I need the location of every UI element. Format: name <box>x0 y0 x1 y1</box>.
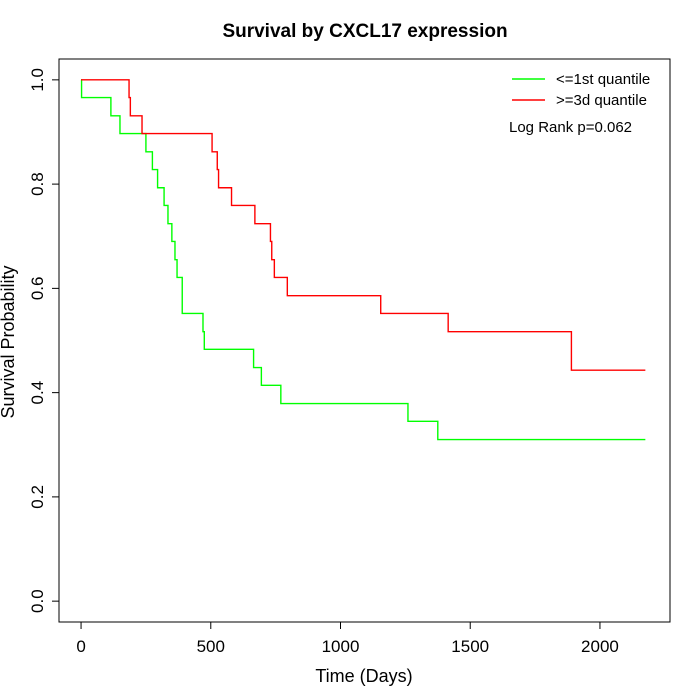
legend-label: <=1st quantile <box>556 71 650 88</box>
chart-title: Survival by CXCL17 expression <box>222 21 507 42</box>
legend-label: >=3d quantile <box>556 92 647 109</box>
x-tick-label: 500 <box>197 637 225 656</box>
series-line-0 <box>80 79 646 441</box>
y-tick-label: 0.0 <box>28 589 47 613</box>
y-tick-label: 1.0 <box>28 68 47 92</box>
series-line-1 <box>81 79 646 371</box>
y-tick-label: 0.2 <box>28 485 47 509</box>
x-tick-label: 0 <box>76 637 85 656</box>
y-axis-label: Survival Probability <box>0 265 18 418</box>
x-axis: 0 500 1000 1500 2000 <box>76 621 619 656</box>
legend: <=1st quantile >=3d quantile <box>512 71 650 109</box>
y-tick-label: 0.6 <box>28 277 47 301</box>
y-tick-label: 0.4 <box>28 381 47 405</box>
survival-curves <box>80 79 646 441</box>
x-tick-label: 1500 <box>451 637 489 656</box>
x-axis-label: Time (Days) <box>315 666 412 686</box>
x-tick-label: 1000 <box>322 637 360 656</box>
x-tick-label: 2000 <box>581 637 619 656</box>
y-axis: 0.0 0.2 0.4 0.6 0.8 1.0 <box>28 68 60 613</box>
log-rank-annotation: Log Rank p=0.062 <box>509 119 632 136</box>
y-tick-label: 0.8 <box>28 172 47 196</box>
plot-frame <box>58 58 671 623</box>
